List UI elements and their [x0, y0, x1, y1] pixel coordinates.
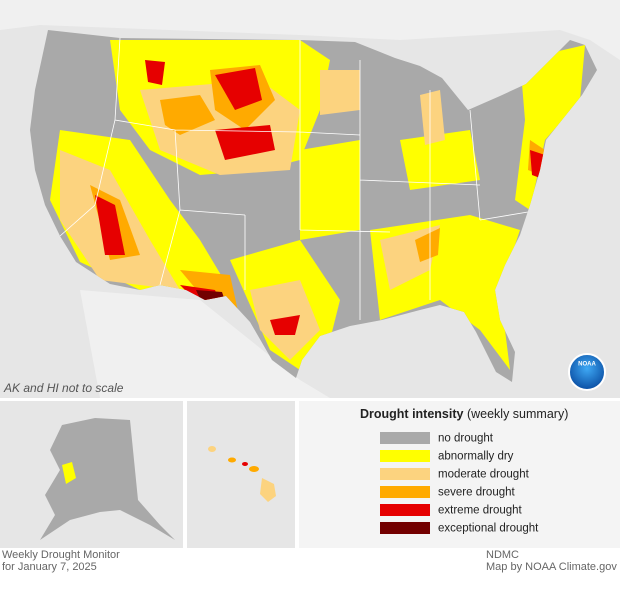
legend-panel	[299, 401, 620, 548]
legend-swatch	[380, 468, 430, 480]
noaa-logo-text: NOAA	[578, 362, 596, 368]
drought-area	[95, 195, 125, 255]
legend-subtitle: (weekly summary)	[467, 407, 568, 421]
legend: no drought abnormally dry moderate drought…	[380, 432, 539, 535]
legend-label: abnormally dry	[438, 451, 514, 463]
legend-title-main: Drought intensity	[360, 407, 464, 421]
canada	[0, 0, 620, 60]
alaska	[40, 418, 175, 540]
island	[208, 446, 216, 452]
legend-swatch	[380, 486, 430, 498]
drought-area	[215, 68, 262, 110]
drought-area	[300, 140, 360, 240]
legend-label: no drought	[438, 433, 494, 445]
drought-area	[215, 125, 275, 160]
drought-area	[160, 95, 215, 135]
drought-area	[415, 228, 440, 262]
legend-label: moderate drought	[438, 469, 530, 481]
noaa-logo	[568, 353, 606, 391]
footer-left-1: Weekly Drought Monitor	[2, 549, 120, 561]
legend-swatch	[380, 504, 430, 516]
scale-note: AK and HI not to scale	[3, 381, 124, 395]
drought-area	[420, 90, 445, 145]
legend-swatch	[380, 432, 430, 444]
mexico	[80, 290, 330, 398]
legend-title: Drought intensity (weekly summary)	[360, 407, 568, 421]
hawaii	[208, 446, 276, 502]
legend-label: extreme drought	[438, 505, 523, 517]
drought-area	[400, 130, 480, 190]
hawaii-panel	[187, 401, 295, 548]
legend-swatch	[380, 522, 430, 534]
legend-label: exceptional drought	[438, 523, 539, 535]
footer-right-1: NDMC	[486, 549, 519, 561]
footer-right-2: Map by NOAA Climate.gov	[486, 561, 617, 573]
legend-label: severe drought	[438, 487, 516, 499]
alaska-dry	[62, 462, 76, 484]
drought-area	[270, 315, 300, 335]
island	[249, 466, 259, 472]
state-lines	[59, 37, 541, 320]
footer-left-2: for January 7, 2025	[2, 561, 97, 573]
drought-area	[145, 60, 165, 85]
legend-swatch	[380, 450, 430, 462]
island	[242, 462, 248, 466]
drought-areas	[50, 40, 585, 370]
drought-area	[320, 70, 360, 115]
island	[260, 478, 276, 502]
island	[228, 457, 236, 463]
